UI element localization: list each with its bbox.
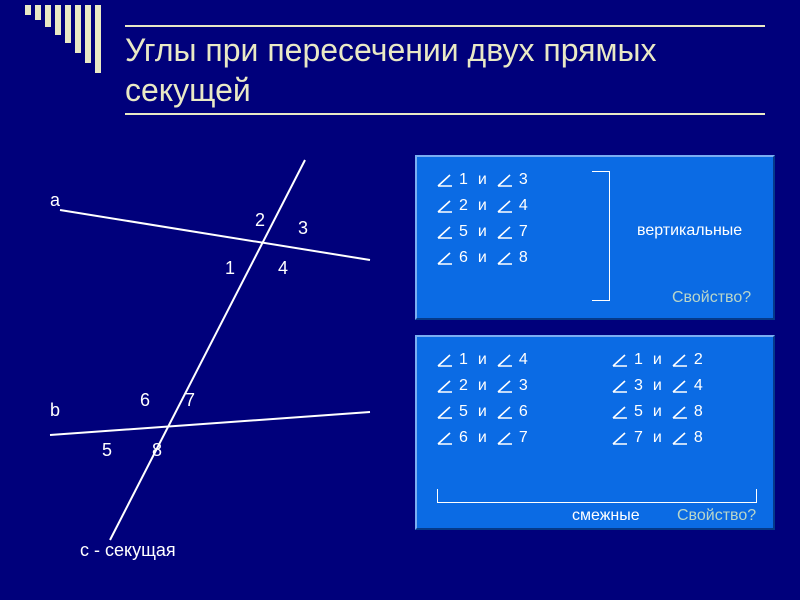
angle-pair: 5и 6 [437,403,528,421]
angle-num: 6 [459,429,468,447]
label-3: 3 [298,218,308,239]
page-title: Углы при пересечении двух прямых секущей [125,30,765,110]
pair-sep: и [478,249,487,267]
angle-num: 3 [634,377,643,395]
angle-num: 7 [519,223,528,241]
angle-icon [612,379,628,393]
angle-icon [437,431,453,445]
pair-sep: и [478,351,487,369]
angle-icon [672,379,688,393]
angle-num: 2 [459,197,468,215]
adjacent-pairs-b: 1и23и45и87и8 [612,351,703,447]
pair-sep: и [653,403,662,421]
angle-icon [497,251,513,265]
angle-icon [497,353,513,367]
angle-num: 3 [519,377,528,395]
angle-pair: 5и 8 [612,403,703,421]
angle-icon [437,251,453,265]
angle-pair: 5и 7 [437,223,528,241]
vertical-label: вертикальные [637,222,742,240]
panel-vertical: 1и32и45и76и8 вертикальные Свойство? [415,155,775,320]
angle-pair: 1и 4 [437,351,528,369]
geometry-diagram: а b 1 2 3 4 5 6 7 8 [20,150,400,550]
angle-num: 3 [519,171,528,189]
angle-num: 5 [459,403,468,421]
angle-pair: 2и 4 [437,197,528,215]
adjacent-pairs-a: 1и42и35и66и7 [437,351,528,447]
angle-pair: 6и 7 [437,429,528,447]
angle-icon [612,405,628,419]
angle-pair: 3и 4 [612,377,703,395]
title: Углы при пересечении двух прямых секущей [125,25,765,115]
angle-icon [497,379,513,393]
label-1: 1 [225,258,235,279]
angle-num: 8 [694,429,703,447]
angle-pair: 1и 3 [437,171,528,189]
angle-num: 8 [694,403,703,421]
angle-num: 8 [519,249,528,267]
pair-sep: и [478,223,487,241]
angle-pair: 7и 8 [612,429,703,447]
bracket-adjacent [437,489,757,503]
label-2: 2 [255,210,265,231]
pair-sep: и [653,377,662,395]
secant-caption: с - секущая [80,540,176,561]
panel-adjacent: 1и42и35и66и7 1и23и45и87и8 смежные Свойст… [415,335,775,530]
angle-icon [497,225,513,239]
label-b: b [50,400,60,421]
angle-pair: 1и 2 [612,351,703,369]
bracket-vertical [592,171,610,301]
angle-icon [437,173,453,187]
angle-num: 1 [459,351,468,369]
angle-icon [437,405,453,419]
pair-sep: и [653,351,662,369]
angle-num: 4 [519,197,528,215]
label-5: 5 [102,440,112,461]
angle-num: 6 [459,249,468,267]
angle-num: 2 [694,351,703,369]
angle-icon [672,405,688,419]
angle-icon [497,199,513,213]
angle-num: 5 [459,223,468,241]
adjacent-property: Свойство? [677,507,756,525]
angle-icon [672,431,688,445]
angle-icon [437,353,453,367]
angle-pair: 6и 8 [437,249,528,267]
pair-sep: и [653,429,662,447]
title-bars [25,5,101,73]
pair-sep: и [478,197,487,215]
angle-num: 6 [519,403,528,421]
angle-icon [497,431,513,445]
angle-icon [437,225,453,239]
label-7: 7 [185,390,195,411]
angle-num: 4 [694,377,703,395]
vertical-property: Свойство? [672,289,751,307]
angle-num: 1 [634,351,643,369]
angle-icon [672,353,688,367]
angle-num: 2 [459,377,468,395]
pair-sep: и [478,171,487,189]
angle-pair: 2и 3 [437,377,528,395]
angle-icon [437,199,453,213]
angle-num: 4 [519,351,528,369]
angle-icon [612,431,628,445]
angle-icon [497,405,513,419]
angle-num: 7 [519,429,528,447]
label-4: 4 [278,258,288,279]
label-a: а [50,190,60,211]
angle-icon [612,353,628,367]
pair-sep: и [478,403,487,421]
angle-icon [437,379,453,393]
angle-num: 7 [634,429,643,447]
adjacent-label: смежные [572,507,640,525]
vertical-pairs: 1и32и45и76и8 [437,171,528,267]
angle-num: 1 [459,171,468,189]
label-6: 6 [140,390,150,411]
pair-sep: и [478,429,487,447]
angle-num: 5 [634,403,643,421]
pair-sep: и [478,377,487,395]
angle-icon [497,173,513,187]
label-8: 8 [152,440,162,461]
